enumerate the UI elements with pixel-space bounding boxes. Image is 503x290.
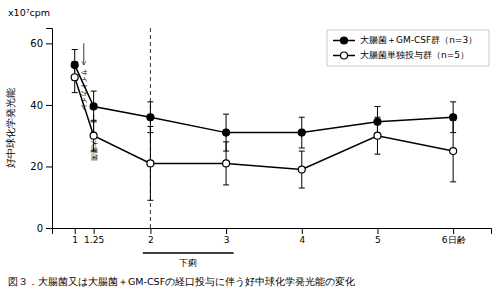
y-tick-mark — [46, 166, 52, 167]
annotation-arrow — [83, 43, 84, 65]
y-tick: 0 — [37, 223, 52, 234]
error-bar — [91, 91, 97, 122]
x-tick-mark — [75, 228, 76, 234]
x-axis-line — [53, 229, 492, 235]
point — [90, 132, 97, 139]
x-tick-label: 6日齢 — [442, 235, 466, 245]
annotation: サイトカイン — [80, 69, 88, 111]
series-line — [75, 65, 453, 133]
point — [147, 160, 154, 167]
x-tick: 5 — [375, 228, 381, 245]
x-tick-label: 3 — [224, 235, 230, 245]
x-tick-label: 1 — [72, 235, 78, 245]
y-axis-line — [46, 29, 53, 229]
point — [147, 114, 154, 121]
point — [298, 166, 305, 173]
point — [71, 74, 78, 81]
point — [298, 129, 305, 136]
x-axis: 1 1.25 2 3 4 5 6日齢 — [53, 228, 492, 245]
y-units: x10⁷cpm — [8, 7, 50, 18]
y-tick-label: 60 — [30, 38, 43, 49]
y-tick-label: 20 — [30, 161, 43, 172]
x-tick: 1.25 — [84, 228, 104, 245]
y-tick: 60 — [30, 38, 52, 49]
series-line — [75, 77, 453, 169]
y-axis: 0 20 40 60 — [30, 29, 52, 234]
legend-label: 大腸菌＋GM-CSF群（n=3） — [360, 35, 477, 45]
point — [223, 129, 230, 136]
y-tick: 20 — [30, 161, 52, 172]
error-bar — [374, 117, 380, 154]
x-tick-label: 1.25 — [84, 235, 104, 245]
x-tick: 3 — [224, 228, 230, 245]
error-bar — [147, 126, 153, 200]
legend: 大腸菌＋GM-CSF群（n=3） 大腸菌単独投与群（n=5） — [327, 30, 489, 66]
x-tick: 2 — [148, 228, 154, 245]
x-tick-label: 5 — [375, 235, 381, 245]
point — [90, 103, 97, 110]
y-axis-title: 好中球化学発光能 — [5, 88, 16, 168]
x-tick-mark — [226, 228, 227, 234]
y-tick-label: 40 — [30, 100, 43, 111]
legend-item: 大腸菌単独投与群（n=5） — [333, 50, 469, 60]
y-tick-mark — [46, 228, 52, 229]
span-label: 下痢 — [179, 258, 197, 268]
x-tick-mark — [150, 228, 151, 234]
x-tick-label: 4 — [299, 235, 305, 245]
x-tick-mark — [302, 228, 303, 234]
y-tick: 40 — [30, 100, 52, 111]
x-tick-mark — [94, 228, 95, 234]
point — [450, 114, 457, 121]
legend-box — [327, 30, 489, 66]
error-bar — [299, 151, 305, 188]
point — [450, 148, 457, 155]
y-tick-mark — [46, 43, 52, 44]
span-bar — [143, 252, 234, 254]
annotation: 大腸菌 — [90, 140, 98, 161]
x-tick-mark — [453, 228, 454, 234]
error-bar — [299, 117, 305, 148]
x-tick: 4 — [299, 228, 305, 245]
y-tick-label: 0 — [37, 223, 43, 234]
error-bar — [450, 120, 456, 182]
legend-label: 大腸菌単独投与群（n=5） — [360, 50, 469, 60]
legend-item: 大腸菌＋GM-CSF群（n=3） — [333, 35, 477, 45]
x-tick-label: 2 — [148, 235, 154, 245]
x-tick: 1 — [72, 228, 78, 245]
point — [374, 132, 381, 139]
caption: 図３．大腸菌又は大腸菌＋GM-CSFの経口投与に伴う好中球化学発光能の変化 — [8, 276, 355, 287]
error-bar — [72, 62, 78, 93]
error-bar — [223, 142, 229, 185]
y-tick-mark — [46, 105, 52, 106]
x-tick-mark — [377, 228, 378, 234]
chart: 1 1.25 2 3 4 5 6日齢 0 20 40 60 好中球化学発光能 x10⁷cpm サイトカイン… — [0, 0, 503, 290]
legend-marker — [341, 52, 348, 59]
x-tick: 6日齢 — [442, 228, 466, 245]
legend-marker — [341, 37, 348, 44]
series — [71, 62, 456, 200]
point — [223, 160, 230, 167]
background — [0, 0, 503, 290]
